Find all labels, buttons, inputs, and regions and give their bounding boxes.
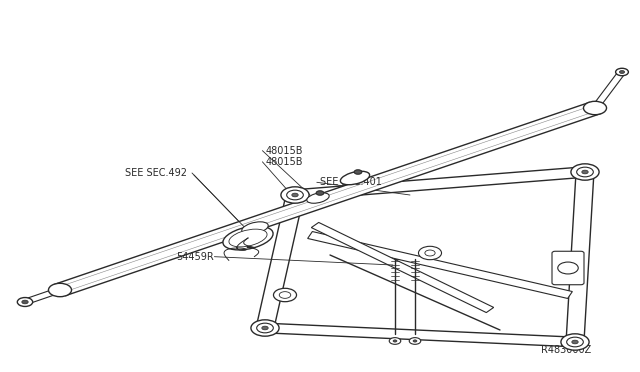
Polygon shape xyxy=(256,194,304,329)
FancyBboxPatch shape xyxy=(552,251,584,285)
Circle shape xyxy=(273,288,296,302)
Circle shape xyxy=(582,170,588,174)
Text: 54459R: 54459R xyxy=(176,252,214,262)
Circle shape xyxy=(558,262,579,274)
Circle shape xyxy=(413,340,417,342)
Polygon shape xyxy=(410,334,420,339)
Polygon shape xyxy=(591,71,625,109)
Circle shape xyxy=(257,323,273,333)
Circle shape xyxy=(354,170,362,174)
Polygon shape xyxy=(54,102,601,296)
Text: 48015B: 48015B xyxy=(266,157,303,167)
Circle shape xyxy=(281,187,309,203)
Circle shape xyxy=(616,68,628,76)
Circle shape xyxy=(577,167,593,177)
Circle shape xyxy=(620,71,625,74)
Polygon shape xyxy=(308,231,572,298)
Ellipse shape xyxy=(229,229,267,247)
Circle shape xyxy=(572,340,578,344)
Ellipse shape xyxy=(307,193,329,203)
Circle shape xyxy=(409,338,420,344)
Circle shape xyxy=(566,337,583,347)
Circle shape xyxy=(22,300,28,304)
Circle shape xyxy=(425,250,435,256)
Circle shape xyxy=(393,340,397,342)
Ellipse shape xyxy=(340,171,370,185)
Polygon shape xyxy=(566,172,594,342)
Circle shape xyxy=(251,320,279,336)
Polygon shape xyxy=(410,256,420,259)
Ellipse shape xyxy=(223,226,273,250)
Circle shape xyxy=(17,298,33,307)
Text: SEE SEC.492: SEE SEC.492 xyxy=(125,168,187,178)
Circle shape xyxy=(262,326,268,330)
Circle shape xyxy=(419,246,442,260)
Circle shape xyxy=(561,334,589,350)
Circle shape xyxy=(292,193,298,197)
Polygon shape xyxy=(294,167,586,200)
Text: R483000Z: R483000Z xyxy=(541,345,591,355)
Polygon shape xyxy=(311,222,493,312)
Circle shape xyxy=(287,190,303,200)
Text: 48015B: 48015B xyxy=(266,146,303,155)
Polygon shape xyxy=(390,334,400,339)
Polygon shape xyxy=(390,256,400,259)
Ellipse shape xyxy=(242,222,268,234)
Polygon shape xyxy=(264,323,575,347)
Circle shape xyxy=(571,164,599,180)
Circle shape xyxy=(316,191,324,195)
Polygon shape xyxy=(23,288,62,304)
Circle shape xyxy=(584,101,607,115)
Circle shape xyxy=(49,283,72,297)
Circle shape xyxy=(389,338,401,344)
Circle shape xyxy=(279,292,291,298)
Text: SEE SEC.401: SEE SEC.401 xyxy=(320,177,382,187)
